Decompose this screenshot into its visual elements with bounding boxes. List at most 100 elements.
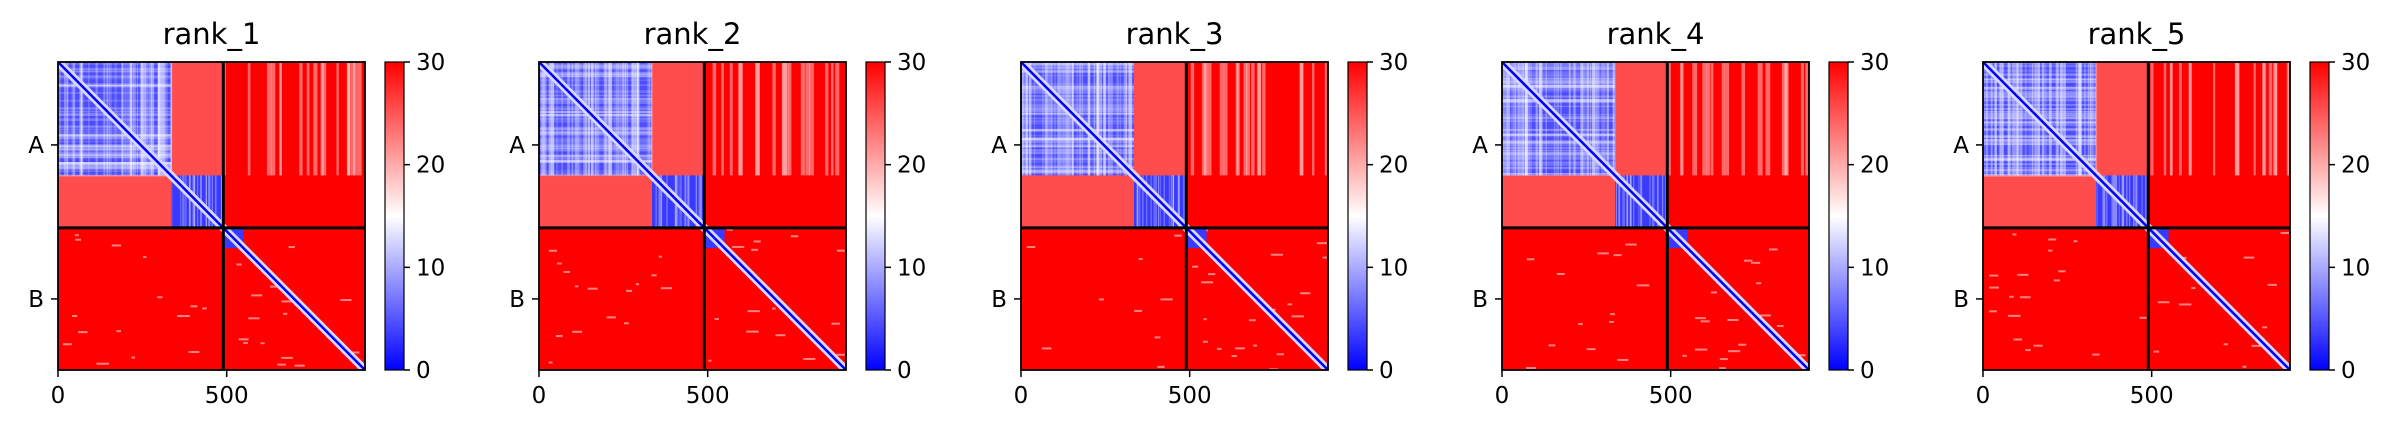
heatmap-panel-1: rank_1 A B 0 500 0 10 20 30 [28,17,445,409]
texture-speck [1231,355,1237,358]
texture-stripe [103,62,106,176]
texture-stripe [58,92,172,94]
texture-stripe [1983,99,2097,101]
texture-stripe [1622,175,1624,228]
y-tick-label: B [1472,287,1488,313]
texture-stripe [1502,161,1616,163]
texture-stripe [58,174,172,177]
texture-stripe [712,62,717,176]
texture-stripe [144,62,146,176]
texture-stripe [607,62,610,176]
x-tick-label: 500 [686,383,730,409]
texture-speck [1636,284,1650,287]
texture-stripe [1993,62,1997,176]
texture-speck [1202,340,1208,343]
colorbar-tick-label: 10 [1379,255,1408,281]
texture-stripe [1591,62,1594,176]
texture-stripe [2103,175,2105,228]
texture-stripe [1507,62,1511,176]
texture-stripe [1502,100,1616,104]
plot-frame [1020,61,1329,371]
texture-stripe [1983,107,2097,110]
texture-speck [775,334,786,337]
texture-stripe [80,62,84,176]
x-tick-label: 0 [51,383,66,409]
texture-stripe [1099,62,1103,176]
texture-stripe [825,62,829,176]
texture-speck [2251,344,2262,347]
texture-stripe [1088,62,1091,176]
texture-stripe [1523,62,1526,176]
texture-stripe [1702,62,1707,176]
texture-stripe [616,62,618,176]
texture-stripe [544,62,547,176]
texture-stripe [1137,175,1139,228]
texture-stripe [58,70,172,73]
texture-stripe [1502,146,1616,150]
texture-stripe [2001,62,2004,176]
texture-stripe [2262,62,2265,176]
texture-speck [1276,353,1284,356]
texture-stripe [553,62,555,176]
texture-stripe [58,165,172,167]
texture-stripe [58,62,172,65]
y-tick-label: A [991,133,1007,159]
texture-stripe [1983,62,1986,176]
texture-stripe [1525,62,1529,176]
texture-stripe [1502,166,1616,169]
texture-stripe [2044,62,2047,176]
texture-stripe [1021,63,1135,65]
colorbar [384,61,405,371]
texture-stripe [1044,62,1048,176]
texture-stripe [80,62,83,176]
texture-stripe [1502,82,1616,85]
texture-stripe [1612,62,1616,176]
texture-stripe [1021,101,1135,105]
texture-speck [2033,344,2043,347]
texture-stripe [350,62,356,176]
texture-speck [1719,358,1728,361]
y-tick-label: A [509,133,525,159]
texture-stripe [1535,62,1537,176]
texture-stripe [58,164,172,167]
texture-stripe [58,146,172,149]
heatmap-panel-2: rank_2 A B 0 500 0 10 20 30 [509,17,926,409]
texture-stripe [1044,62,1047,176]
texture-stripe [157,62,161,176]
texture-stripe [1582,62,1584,176]
texture-stripe [2075,62,2078,176]
interdomain-region [1134,62,1187,176]
texture-stripe [1983,78,2097,81]
texture-stripe [1597,62,1600,176]
texture-stripe [149,62,153,176]
texture-stripe [755,62,761,176]
texture-stripe [550,62,553,176]
texture-stripe [1586,62,1589,176]
texture-stripe [729,62,733,176]
texture-stripe [205,175,207,228]
texture-speck [1160,298,1173,301]
texture-stripe [1025,62,1028,176]
texture-stripe [58,75,172,78]
texture-stripe [2017,62,2020,176]
texture-stripe [353,62,358,176]
texture-stripe [539,144,653,147]
texture-stripe [1060,62,1064,176]
texture-stripe [1223,62,1228,176]
texture-stripe [2178,62,2182,176]
texture-speck [1548,344,1556,347]
texture-stripe [1041,62,1045,176]
texture-stripe [1580,62,1582,176]
colorbar [1347,61,1368,371]
texture-stripe [58,84,172,88]
texture-stripe [1502,142,1616,145]
texture-stripe [2253,62,2256,176]
texture-speck [2025,349,2031,352]
texture-stripe [170,62,173,176]
texture-stripe [220,175,223,228]
texture-stripe [58,137,172,141]
texture-stripe [1021,151,1135,155]
texture-stripe [2150,62,2154,176]
texture-stripe [58,130,172,134]
texture-stripe [1021,94,1135,98]
